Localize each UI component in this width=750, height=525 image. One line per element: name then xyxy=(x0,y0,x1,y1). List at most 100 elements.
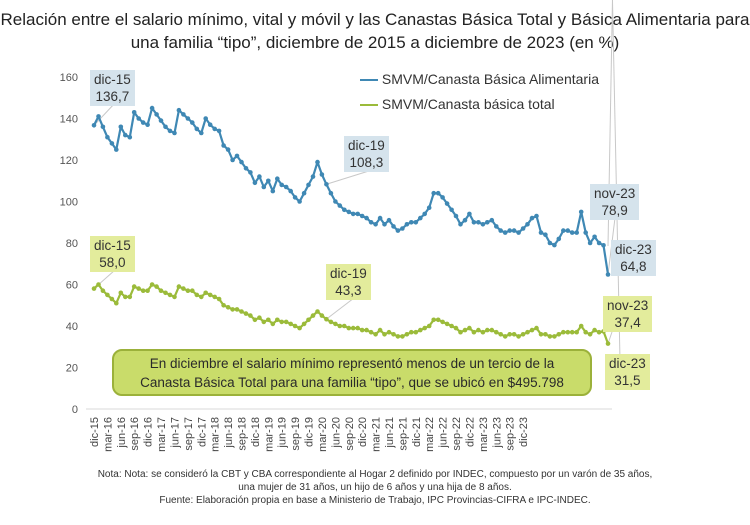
data-point xyxy=(520,332,526,337)
data-point xyxy=(601,243,606,248)
data-point xyxy=(140,120,146,125)
data-point xyxy=(534,325,539,331)
data-point xyxy=(252,180,258,186)
annotation-cba-dic15: dic-15 136,7 xyxy=(90,70,135,106)
x-tick-label: jun-22 xyxy=(438,417,450,449)
data-point xyxy=(583,329,588,335)
data-point xyxy=(136,116,141,121)
data-point xyxy=(516,230,521,235)
data-point xyxy=(574,329,579,335)
data-point xyxy=(123,294,128,300)
data-point xyxy=(319,172,325,177)
data-point xyxy=(507,332,512,337)
data-point xyxy=(140,288,146,294)
x-tick-label: mar-16 xyxy=(102,417,114,452)
data-point xyxy=(337,203,343,208)
x-tick-label: dic-20 xyxy=(357,417,369,447)
data-point xyxy=(431,190,437,196)
data-point xyxy=(400,226,405,231)
data-point xyxy=(516,334,521,339)
x-tick-label: mar-18 xyxy=(210,417,222,452)
data-point xyxy=(127,134,133,140)
data-point xyxy=(404,222,410,227)
data-point xyxy=(252,317,258,323)
data-point xyxy=(409,329,414,335)
data-point xyxy=(382,222,387,227)
x-tick-label: jun-23 xyxy=(491,417,503,449)
y-tick-label: 40 xyxy=(66,321,78,333)
data-point xyxy=(96,282,101,287)
data-point xyxy=(538,332,544,337)
data-point xyxy=(297,199,302,204)
data-point xyxy=(185,288,191,294)
data-point xyxy=(109,141,115,146)
data-point xyxy=(283,319,289,325)
annotation-cbt-dic23: dic-23 31,5 xyxy=(605,354,650,390)
data-point xyxy=(596,329,602,335)
data-point xyxy=(270,321,276,327)
data-point xyxy=(489,327,495,333)
data-point xyxy=(418,327,423,333)
x-tick-label: jun-18 xyxy=(223,417,235,449)
data-point xyxy=(221,143,226,148)
data-point xyxy=(212,126,217,132)
data-point xyxy=(324,182,329,187)
data-point xyxy=(565,329,571,335)
data-point xyxy=(444,321,450,327)
data-point xyxy=(435,190,441,196)
x-tick-label: sep-17 xyxy=(183,417,195,451)
data-point xyxy=(565,228,571,233)
data-point xyxy=(520,226,526,231)
data-point xyxy=(337,323,343,329)
x-tick-label: mar-20 xyxy=(317,417,329,452)
data-point xyxy=(239,159,244,165)
data-point xyxy=(328,190,334,196)
data-point xyxy=(163,124,168,130)
data-point xyxy=(100,124,106,130)
data-point xyxy=(592,234,597,240)
x-tick-label: mar-19 xyxy=(263,417,275,452)
data-point xyxy=(498,228,504,233)
data-point xyxy=(458,329,463,335)
data-point xyxy=(462,217,468,223)
data-point xyxy=(574,230,579,235)
data-point xyxy=(569,230,575,235)
legend-marker-cbt xyxy=(360,104,378,107)
y-tick-label: 120 xyxy=(60,155,78,167)
data-point xyxy=(243,311,249,316)
data-point xyxy=(462,327,468,333)
data-point xyxy=(234,307,240,312)
data-point xyxy=(359,213,365,219)
data-point xyxy=(212,294,217,300)
annotation-value: 37,4 xyxy=(614,315,641,330)
data-point xyxy=(368,329,374,335)
data-point xyxy=(569,329,575,335)
data-point xyxy=(498,332,504,337)
data-point xyxy=(315,159,320,165)
x-tick-label: jun-19 xyxy=(277,417,289,449)
data-point xyxy=(301,190,307,196)
data-point xyxy=(342,323,347,329)
data-point xyxy=(136,286,141,291)
footnote-line-1: Nota: Nota: se consideró la CBT y CBA co… xyxy=(97,469,653,480)
data-point xyxy=(261,319,267,325)
data-point xyxy=(118,124,124,130)
data-point xyxy=(529,327,535,333)
data-point xyxy=(409,220,414,225)
data-point xyxy=(453,325,459,331)
data-point xyxy=(583,230,588,235)
data-point xyxy=(391,224,396,229)
data-point xyxy=(435,317,441,323)
annotation-value: 31,5 xyxy=(614,373,641,388)
data-point xyxy=(552,242,557,248)
x-tick-label: jun-16 xyxy=(116,417,128,449)
data-point xyxy=(203,116,208,121)
data-point xyxy=(592,327,597,333)
annotation-value: 43,3 xyxy=(335,283,362,298)
data-point xyxy=(190,288,195,294)
data-point xyxy=(377,327,383,333)
x-tick-label: sep-22 xyxy=(451,417,463,451)
data-point xyxy=(578,209,584,215)
data-point xyxy=(422,325,428,331)
